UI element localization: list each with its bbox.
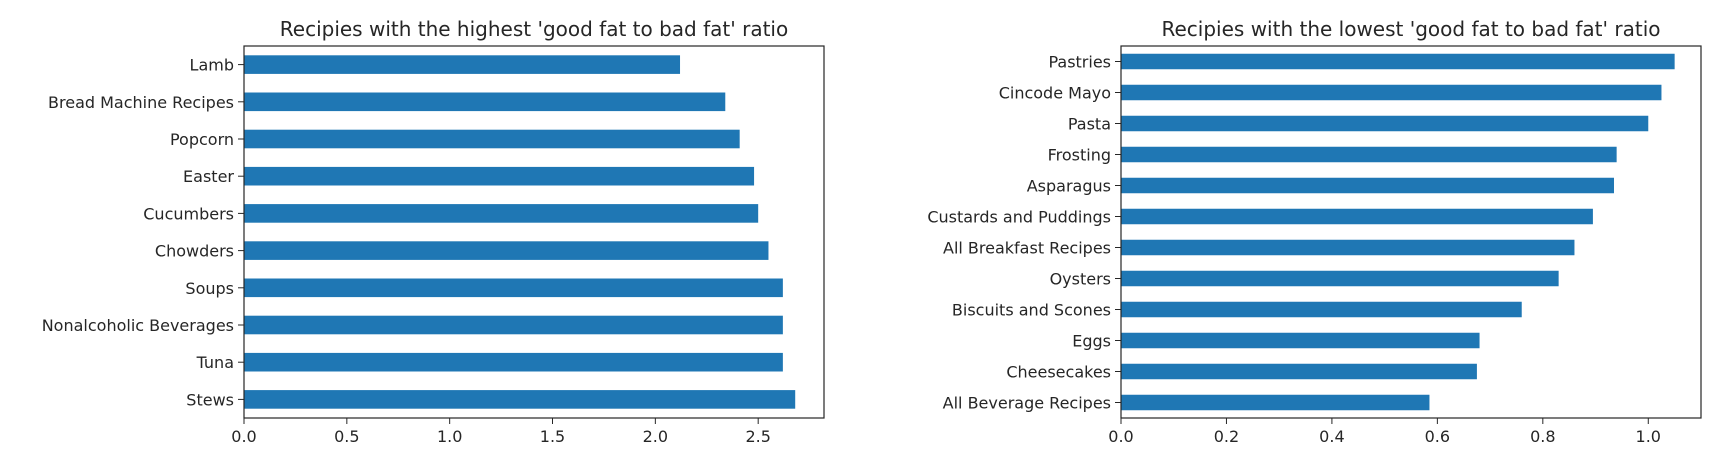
y-tick-label: Oysters — [1050, 270, 1111, 289]
x-tick-label: 0.2 — [1214, 427, 1239, 446]
bar — [244, 204, 759, 223]
bar — [1121, 53, 1675, 70]
bar — [244, 352, 783, 372]
bar — [244, 129, 740, 149]
bar — [244, 390, 796, 409]
bar — [1121, 270, 1559, 287]
x-tick-label: 0.0 — [231, 427, 256, 446]
chart-title: Recipies with the lowest 'good fat to ba… — [1162, 17, 1661, 41]
x-tick-label: 2.0 — [643, 427, 668, 446]
plot-frame — [243, 45, 825, 419]
y-tick-label: Custards and Puddings — [927, 208, 1111, 227]
x-tick-label: 2.5 — [745, 427, 770, 446]
right-chart-panel: Recipies with the lowest 'good fat to ba… — [927, 17, 1702, 446]
bar — [1121, 208, 1593, 225]
y-tick-label: Popcorn — [170, 130, 234, 149]
bar — [244, 166, 755, 186]
x-tick-label: 0.4 — [1319, 427, 1344, 446]
x-tick-label: 0.6 — [1425, 427, 1450, 446]
y-tick-label: Tuna — [196, 353, 234, 372]
x-tick-label: 0.8 — [1530, 427, 1555, 446]
bar — [1121, 177, 1614, 194]
bar — [1121, 239, 1575, 256]
x-tick-label: 0.5 — [334, 427, 359, 446]
y-tick-label: Cincode Mayo — [999, 84, 1111, 103]
y-tick-label: Frosting — [1048, 146, 1111, 165]
bar — [1121, 394, 1430, 411]
x-tick-label: 1.5 — [540, 427, 565, 446]
bar — [1121, 301, 1522, 318]
y-tick-label: Lamb — [190, 56, 234, 75]
bar — [1121, 146, 1617, 163]
x-tick-label: 1.0 — [437, 427, 462, 446]
x-tick-label: 1.0 — [1636, 427, 1661, 446]
y-tick-label: Stews — [186, 390, 234, 409]
bar — [244, 241, 769, 260]
bar — [244, 315, 783, 335]
y-tick-label: Cheesecakes — [1006, 363, 1111, 382]
y-tick-label: All Breakfast Recipes — [943, 239, 1111, 258]
y-tick-label: Bread Machine Recipes — [48, 93, 234, 112]
y-tick-label: Eggs — [1072, 332, 1111, 351]
y-tick-label: Easter — [183, 167, 234, 186]
bar — [1121, 115, 1649, 132]
y-tick-label: Asparagus — [1027, 177, 1111, 196]
y-tick-label: All Beverage Recipes — [943, 394, 1111, 413]
bar — [1121, 84, 1662, 101]
y-tick-label: Pasta — [1068, 115, 1111, 134]
y-tick-label: Pastries — [1048, 53, 1111, 72]
y-tick-label: Biscuits and Scones — [952, 301, 1111, 320]
left-chart-panel: Recipies with the highest 'good fat to b… — [42, 17, 825, 446]
bar — [1121, 363, 1477, 380]
y-tick-label: Cucumbers — [143, 204, 234, 223]
bar — [1121, 332, 1480, 349]
y-tick-label: Nonalcoholic Beverages — [42, 316, 234, 335]
chart-title: Recipies with the highest 'good fat to b… — [280, 17, 788, 41]
plot-frame — [1120, 45, 1702, 419]
bar — [244, 92, 726, 112]
y-tick-label: Soups — [185, 279, 234, 298]
bar — [244, 55, 681, 74]
x-tick-label: 0.0 — [1108, 427, 1133, 446]
y-tick-label: Chowders — [155, 242, 234, 261]
bar — [244, 278, 783, 298]
